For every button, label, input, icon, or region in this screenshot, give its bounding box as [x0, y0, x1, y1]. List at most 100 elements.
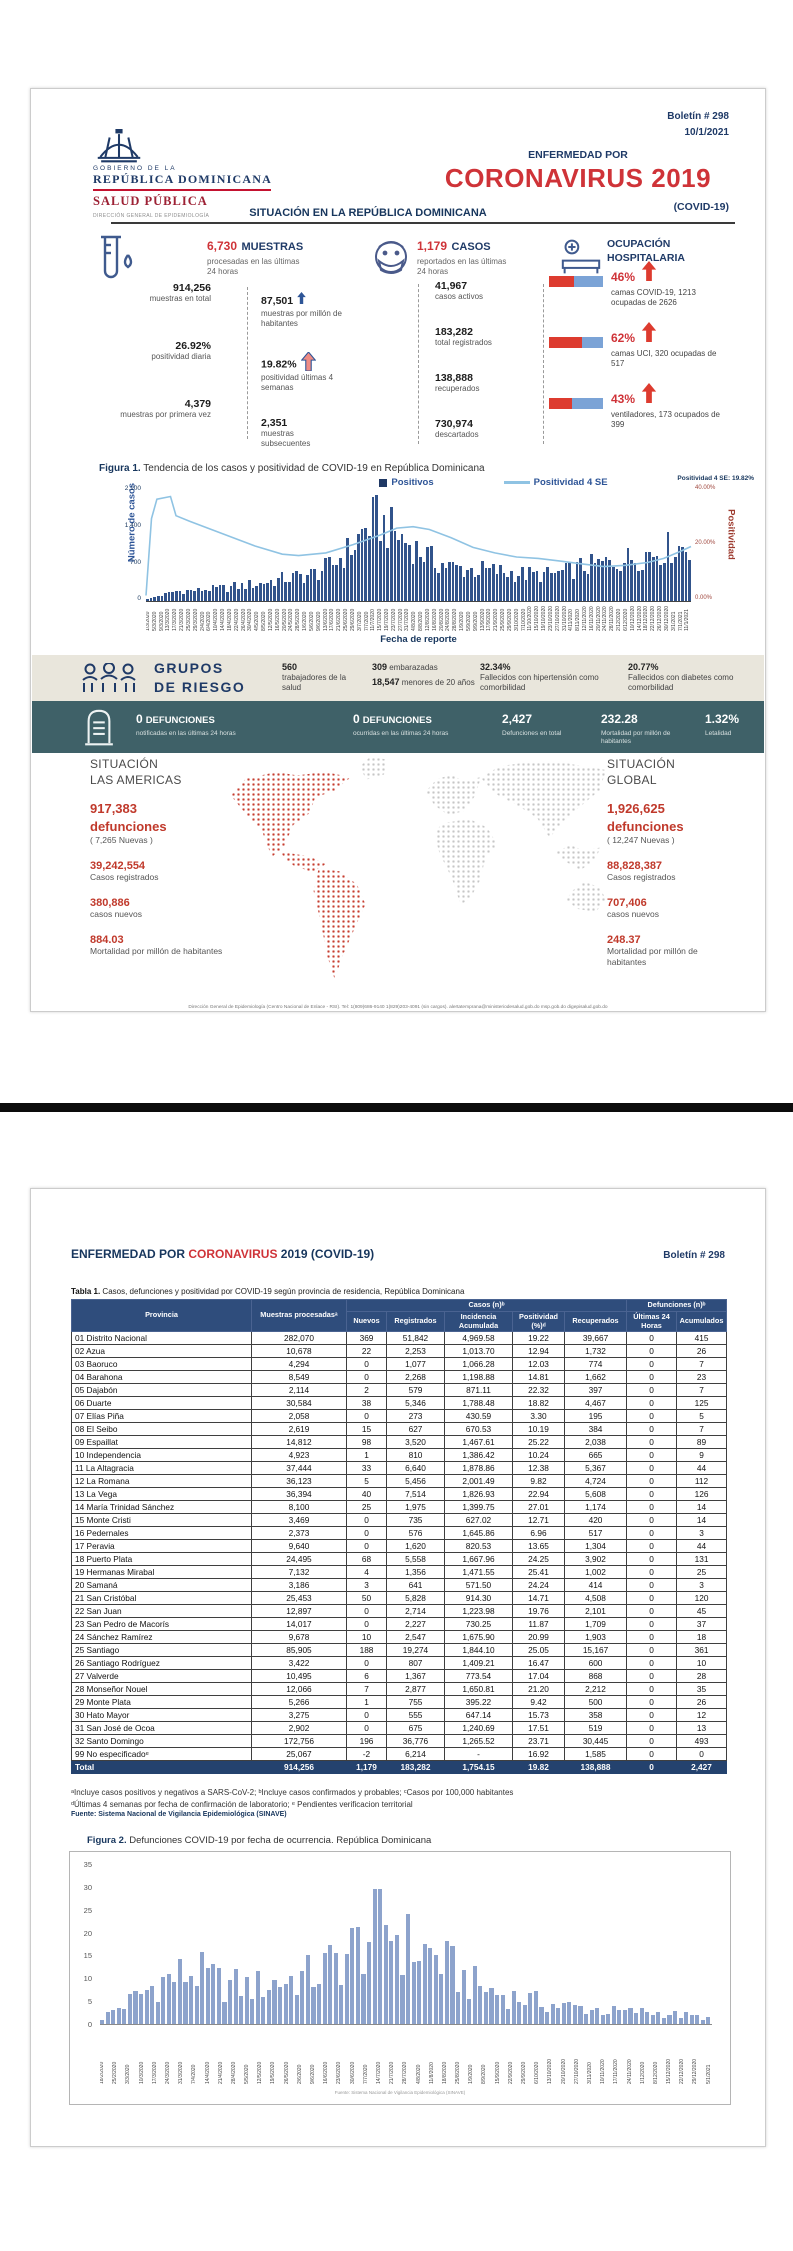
- table-cell: 30,445: [563, 1734, 628, 1749]
- axis-tick: 0: [137, 595, 141, 602]
- up-arrow-icon: [297, 291, 306, 304]
- figure2-chart: 35 30 25 20 15 10 5 0 18/2/2020 25/2/2020 3/3/202…: [69, 1851, 731, 2105]
- table-cell: 0: [626, 1695, 678, 1710]
- table-cell: 1,788.48: [444, 1396, 513, 1411]
- axis-tick: 30: [83, 1883, 92, 1892]
- deaths-label: Letalidad: [705, 730, 732, 737]
- page2-title-red: CORONAVIRUS: [188, 1247, 278, 1261]
- table-cell: 517: [563, 1526, 628, 1541]
- bar: [539, 2007, 544, 2024]
- bar: [572, 2005, 577, 2024]
- up-arrow-icon: [641, 383, 657, 403]
- bar: [397, 539, 400, 601]
- table-cell: 15: [346, 1422, 387, 1437]
- x-axis-date: 15/7/2020: [377, 608, 384, 631]
- bar: [455, 565, 459, 601]
- table-row: 17 Peravia 9,640 0 1,620 820.53 13.65 1,304 0 44: [71, 1539, 728, 1554]
- bar: [383, 1924, 388, 2024]
- table-cell: 17.04: [512, 1669, 565, 1684]
- bar: [670, 563, 673, 601]
- table-cell: 415: [676, 1331, 728, 1346]
- global-new-cases: 707,406 casos nuevos: [607, 897, 737, 920]
- bar: [400, 1974, 405, 2024]
- americas-deaths-value: 917,383: [90, 801, 137, 817]
- table-cell: 20 Samaná: [71, 1578, 252, 1593]
- table-cell: 11 La Altagracia: [71, 1461, 252, 1476]
- bar: [626, 547, 630, 601]
- deaths-total: 2,427 Defunciones en total: [502, 710, 592, 738]
- x-axis-date: 11/1/2021: [684, 609, 691, 631]
- table-cell: 0: [626, 1578, 678, 1593]
- x-axis-date: 13/9/2020: [479, 608, 486, 631]
- x-axis-date: 30/6/2020: [349, 2061, 356, 2084]
- table-cell: 26: [676, 1344, 728, 1359]
- bar: [255, 585, 258, 601]
- bar: [368, 535, 371, 601]
- table-cell: 20.99: [512, 1630, 565, 1645]
- table-cell: 10,495: [251, 1669, 347, 1684]
- table-cell: 0: [626, 1513, 678, 1528]
- bar: [561, 2003, 566, 2024]
- col-group-defunciones: Defunciones (n)ᵇ: [626, 1299, 728, 1312]
- x-axis-date: 8/8/2020: [418, 611, 425, 631]
- bar: [677, 545, 681, 601]
- bar: [611, 2005, 616, 2024]
- bar: [440, 563, 444, 601]
- stat-value: 730,974: [435, 418, 473, 430]
- table-cell: 7: [676, 1383, 728, 1398]
- x-axis-date: 9/9/2020: [472, 611, 479, 631]
- page-divider-bar: [0, 1103, 793, 1112]
- stat-label: muestras subsecuentes: [261, 429, 311, 448]
- table-cell: 871.11: [444, 1383, 513, 1398]
- table-cell: 414: [563, 1578, 628, 1593]
- table-cell: 15.73: [512, 1708, 565, 1723]
- table-row: 13 La Vega 36,394 40 7,514 1,826.93 22.94 5,60…: [71, 1487, 728, 1502]
- table-cell: 31 San José de Ocoa: [71, 1721, 252, 1736]
- table-cell: 1,844.10: [444, 1643, 513, 1658]
- bar: [240, 583, 244, 601]
- table-row: 24 Sánchez Ramírez 9,678 10 2,547 1,675.90 20…: [71, 1630, 728, 1645]
- risk-value: 32.34%: [480, 662, 511, 672]
- bar: [586, 574, 590, 601]
- table-cell: 519: [563, 1721, 628, 1736]
- table-cell: 0: [626, 1734, 678, 1749]
- bar: [389, 507, 393, 601]
- table-row: 10 Independencia 4,923 1 810 1,386.42 10.24 66…: [71, 1448, 728, 1463]
- table-cell: 12,897: [251, 1604, 347, 1619]
- bar: [417, 1960, 422, 2024]
- stat-label: total registrados: [435, 338, 492, 347]
- table-cell: 3,186: [251, 1578, 347, 1593]
- americas-title-line2: LAS AMERICAS: [90, 772, 182, 787]
- table-cell: 28 Monseñor Nouel: [71, 1682, 252, 1697]
- americas-mortality-label: Mortalidad por millón de habitantes: [90, 946, 223, 957]
- table-cell: 50: [346, 1591, 387, 1606]
- table-cell: 0: [626, 1565, 678, 1580]
- risk-value: 20.77%: [628, 662, 659, 672]
- legend-bar-label: Positivos: [391, 477, 434, 488]
- x-axis-date: 28/7/2020: [402, 2061, 409, 2084]
- bar: [622, 2009, 628, 2024]
- table-row: 06 Duarte 30,584 38 5,346 1,788.48 18.82 4,467…: [71, 1396, 728, 1411]
- table-row: 23 San Pedro de Macorís 14,017 0 2,227 730.2…: [71, 1617, 728, 1632]
- table-cell: 19,274: [386, 1643, 445, 1658]
- americas-new-cases-value: 380,886: [90, 897, 130, 910]
- table-cell: 196: [346, 1734, 387, 1749]
- table-cell: 0: [626, 1708, 678, 1723]
- table-cell: 0: [626, 1383, 678, 1398]
- table-cell: 08 El Seibo: [71, 1422, 252, 1437]
- figure1-xlabel: Fecha de reporte: [380, 634, 457, 645]
- table-cell: 4,508: [563, 1591, 628, 1606]
- bar: [659, 564, 662, 601]
- global-mortality: 248.37 Mortalidad por millón de habitant…: [607, 934, 737, 968]
- table-cell: 25.41: [512, 1565, 565, 1580]
- table-cell: 68: [346, 1552, 387, 1567]
- bar: [522, 2005, 527, 2024]
- table-cell: 2,547: [386, 1630, 445, 1645]
- table-cell: 2,268: [386, 1370, 445, 1385]
- table-cell: 9: [676, 1448, 728, 1463]
- table-cell: 0: [626, 1370, 678, 1385]
- bar: [183, 1981, 188, 2024]
- bar: [706, 2016, 711, 2024]
- americas-cases: 39,242,554 Casos registrados: [90, 860, 210, 883]
- bar: [550, 2004, 555, 2024]
